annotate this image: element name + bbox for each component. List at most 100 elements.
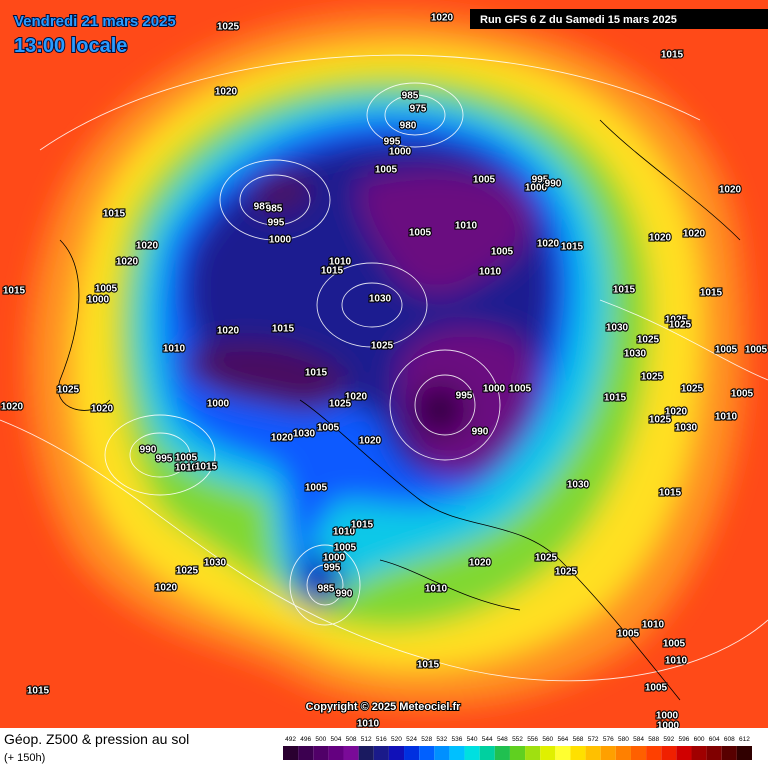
- scale-label: 500: [315, 736, 326, 743]
- isobar-label: 1020: [345, 392, 368, 403]
- isobar-label: 1010: [455, 221, 478, 232]
- isobar-label: 1010: [665, 656, 688, 667]
- isobar-label: 1015: [305, 368, 328, 379]
- scale-swatch: [404, 746, 420, 760]
- isobar-label: 985: [266, 204, 283, 215]
- scale-label: 568: [573, 736, 584, 743]
- isobar-label: 1000: [389, 147, 412, 158]
- isobar-label: 1025: [217, 22, 240, 33]
- isobar-label: 1000: [525, 183, 548, 194]
- scale-label: 536: [452, 736, 463, 743]
- isobar-label: 1015: [27, 686, 50, 697]
- isobar-label: 1025: [57, 385, 80, 396]
- isobar-label: 995: [268, 218, 285, 229]
- isobar-label: 1015: [700, 288, 723, 299]
- isobar-label: 1015: [561, 242, 584, 253]
- isobar-label: 1005: [715, 345, 738, 356]
- scale-swatch: [630, 746, 647, 760]
- run-banner: [470, 9, 768, 29]
- isobar-label: 990: [336, 589, 353, 600]
- isobar-label: 1025: [669, 320, 692, 331]
- scale-swatch: [313, 746, 329, 760]
- scale-label: 520: [391, 736, 402, 743]
- isobar-label: 980: [400, 121, 417, 132]
- isobar-label: 1020: [215, 87, 238, 98]
- isobar-label: 1025: [649, 415, 672, 426]
- isobar-label: 1015: [613, 285, 636, 296]
- coastlines: [58, 119, 741, 701]
- isobar-label: 1020: [537, 239, 560, 250]
- scale-label: 576: [603, 736, 614, 743]
- scale-label: 548: [497, 736, 508, 743]
- isobar-label: 1015: [272, 324, 295, 335]
- isobar-label: 1025: [681, 384, 704, 395]
- isobar-label: 990: [472, 427, 489, 438]
- isobar-label: 1005: [473, 175, 496, 186]
- isobar-label: 1010: [329, 257, 352, 268]
- isobar-label: 1000: [483, 384, 506, 395]
- isobar-label: 1025: [329, 399, 352, 410]
- scale-label: 532: [436, 736, 447, 743]
- isobar-label: 995: [456, 391, 473, 402]
- scale-label: 512: [361, 736, 372, 743]
- isobar-label: 1030: [567, 480, 590, 491]
- scale-label: 556: [527, 736, 538, 743]
- isobar-label: 1010: [715, 412, 738, 423]
- isobar-label: 1020: [649, 233, 672, 244]
- isobar-label: 1030: [293, 429, 316, 440]
- isobar-label: 1020: [136, 241, 159, 252]
- isobar-label: 1020: [719, 185, 742, 196]
- isobar-label: 1015: [661, 50, 684, 61]
- scale-label: 524: [406, 736, 417, 743]
- scale-label: 528: [421, 736, 432, 743]
- isobar-label: 1030: [606, 323, 629, 334]
- isobar-label: 1005: [645, 683, 668, 694]
- scale-swatch: [615, 746, 631, 760]
- isobar-label: 1030: [675, 423, 698, 434]
- isobar-label: 1020: [155, 583, 178, 594]
- scale-swatch: [494, 746, 510, 760]
- isobar-label: 1005: [95, 284, 118, 295]
- isobar-label: 1005: [375, 165, 398, 176]
- isobar-label: 1005: [491, 247, 514, 258]
- isobar-label: 990: [545, 179, 562, 190]
- run-info: Run GFS 6 Z du Samedi 15 mars 2025: [480, 14, 677, 26]
- isobar-label: 975: [410, 104, 427, 115]
- isobar-label: 1020: [683, 229, 706, 240]
- scale-label: 608: [724, 736, 735, 743]
- isobar-label: 1005: [617, 629, 640, 640]
- isobar-label: 1030: [624, 349, 647, 360]
- isobar-label: 1015: [3, 286, 26, 297]
- isobar-label: 1010: [357, 719, 380, 730]
- isobar-label: 1010: [175, 463, 198, 474]
- scale-label: 604: [709, 736, 720, 743]
- isobar-label: 1005: [731, 389, 754, 400]
- isobar-label: 1030: [204, 558, 227, 569]
- scale-swatch: [525, 746, 541, 760]
- isobar-label: 1005: [317, 423, 340, 434]
- isobar-label: 1020: [665, 407, 688, 418]
- scale-label: 516: [376, 736, 387, 743]
- scale-label: 596: [678, 736, 689, 743]
- isobar-label: 1025: [535, 553, 558, 564]
- scale-swatch: [449, 746, 465, 760]
- isobar-label: 1025: [665, 315, 688, 326]
- isobar-label: 1020: [116, 257, 139, 268]
- footer-lead-time: (+ 150h): [4, 752, 45, 764]
- isobar-label: 1005: [745, 345, 768, 356]
- isobar-label: 985: [318, 584, 335, 595]
- isobar-label: 1010: [333, 527, 356, 538]
- isobar-label: 1020: [469, 558, 492, 569]
- isobar-label: 1025: [637, 335, 660, 346]
- scale-swatch: [479, 746, 495, 760]
- isobar-label: 1015: [321, 266, 344, 277]
- scale-label: 600: [694, 736, 705, 743]
- scale-label: 564: [557, 736, 568, 743]
- scale-swatch: [343, 746, 359, 760]
- isobar-label: 1005: [305, 483, 328, 494]
- isobar-label: 1000: [269, 235, 292, 246]
- scale-swatch: [434, 746, 450, 760]
- isobar-label: 1015: [417, 660, 440, 671]
